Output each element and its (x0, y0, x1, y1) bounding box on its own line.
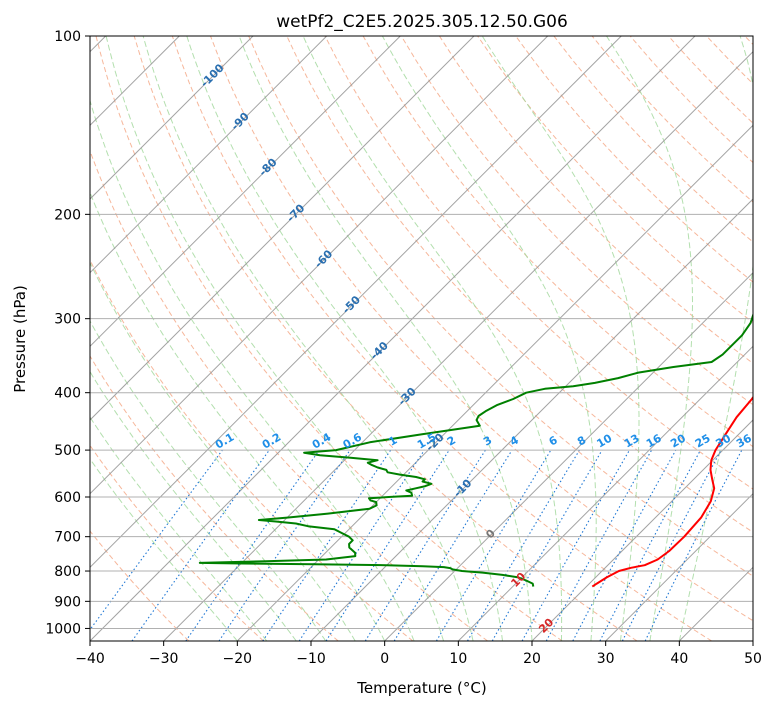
mixing-ratio-line (572, 449, 677, 641)
isotherm (531, 419, 753, 641)
x-tick-label: −10 (296, 651, 326, 667)
x-tick-label: 40 (670, 651, 688, 667)
x-tick-label: −40 (75, 651, 105, 667)
moist-adiabat (142, 36, 474, 641)
y-tick-label: 100 (54, 29, 81, 45)
x-axis-ticks: −40 −30 −20 −10 0 10 20 30 40 50 (75, 641, 762, 667)
moist-adiabat (606, 36, 693, 641)
dry-adiabat (90, 444, 264, 641)
series-line-1 (198, 312, 753, 587)
dry-adiabat (90, 149, 488, 641)
moist-adiabat (90, 458, 238, 641)
x-tick-label: 20 (523, 651, 541, 667)
isotherm (236, 124, 753, 641)
moist-adiabat (90, 191, 386, 641)
mixing-ratio-line (298, 449, 425, 641)
dry-adiabat (95, 36, 563, 641)
mixing-ratio-label: 36 (734, 431, 754, 450)
profile-series (198, 312, 753, 588)
dry-adiabat (400, 36, 753, 406)
plot-frame (89, 35, 754, 642)
moist-adiabat (105, 36, 445, 641)
pressure-gridlines (90, 36, 753, 629)
dry-adiabat (324, 36, 753, 490)
x-tick-label: 10 (449, 651, 467, 667)
moist-adiabat (238, 36, 533, 641)
isotherm (90, 36, 622, 569)
moist-adiabat (186, 36, 503, 641)
y-tick-label: 600 (54, 490, 81, 506)
mixing-ratio-line (393, 449, 513, 641)
moist-adiabat (90, 416, 268, 641)
moist-adiabat (381, 36, 597, 641)
isotherm (90, 36, 475, 421)
x-tick-label: 30 (597, 651, 615, 667)
x-tick-label: 50 (744, 651, 762, 667)
mixing-ratio-line (262, 449, 392, 641)
x-axis-label: Temperature (°C) (356, 679, 486, 697)
dry-adiabat (515, 36, 753, 283)
moist-adiabat (90, 261, 356, 641)
y-tick-label: 1000 (45, 621, 81, 637)
isotherm (605, 492, 753, 641)
y-tick-label: 400 (54, 386, 81, 402)
y-tick-label: 300 (54, 312, 81, 328)
x-tick-label: −20 (223, 651, 253, 667)
dry-adiabat (133, 36, 638, 641)
x-tick-label: −30 (149, 651, 179, 667)
isotherm (90, 36, 254, 200)
y-axis-label: Pressure (hPa) (11, 285, 29, 393)
mixing-ratio-line (185, 449, 320, 641)
isotherm (90, 36, 549, 495)
y-tick-label: 500 (54, 443, 81, 459)
isotherm (163, 50, 753, 641)
mixing-ratio-line (131, 449, 270, 641)
dry-adiabat (90, 355, 339, 641)
mixing-ratio-line (545, 449, 653, 641)
mixing-ratio-line (218, 449, 351, 641)
series-line-0 (591, 395, 753, 588)
isotherm (90, 36, 328, 274)
dry-adiabat (90, 530, 190, 641)
chart-title: wetPf2_C2E5.2025.305.12.50.G06 (276, 12, 568, 32)
dry-adiabat (210, 36, 753, 622)
dry-adiabat (438, 36, 753, 365)
mixing-ratio-line (325, 449, 450, 641)
isotherm (457, 345, 753, 641)
y-tick-label: 700 (54, 530, 81, 546)
moist-adiabat (481, 36, 640, 641)
isotherm (310, 198, 753, 641)
dry-adiabat (248, 36, 753, 577)
isotherm (90, 36, 696, 641)
y-tick-label: 900 (54, 594, 81, 610)
y-axis-ticks: 100 200 300 400 500 600 700 800 900 1000 (45, 29, 90, 637)
mixing-ratio-line (644, 449, 743, 641)
dry-adiabat (171, 36, 712, 641)
x-tick-label: 0 (380, 651, 389, 667)
y-tick-label: 800 (54, 564, 81, 580)
moist-adiabat (90, 370, 297, 641)
isotherm (90, 36, 401, 348)
mixing-ratio-line (90, 449, 223, 631)
moist-adiabat (302, 36, 563, 641)
background-lines (90, 36, 753, 641)
y-tick-label: 200 (54, 207, 81, 223)
isotherm (384, 271, 753, 641)
mixing-ratio-line (521, 449, 630, 641)
